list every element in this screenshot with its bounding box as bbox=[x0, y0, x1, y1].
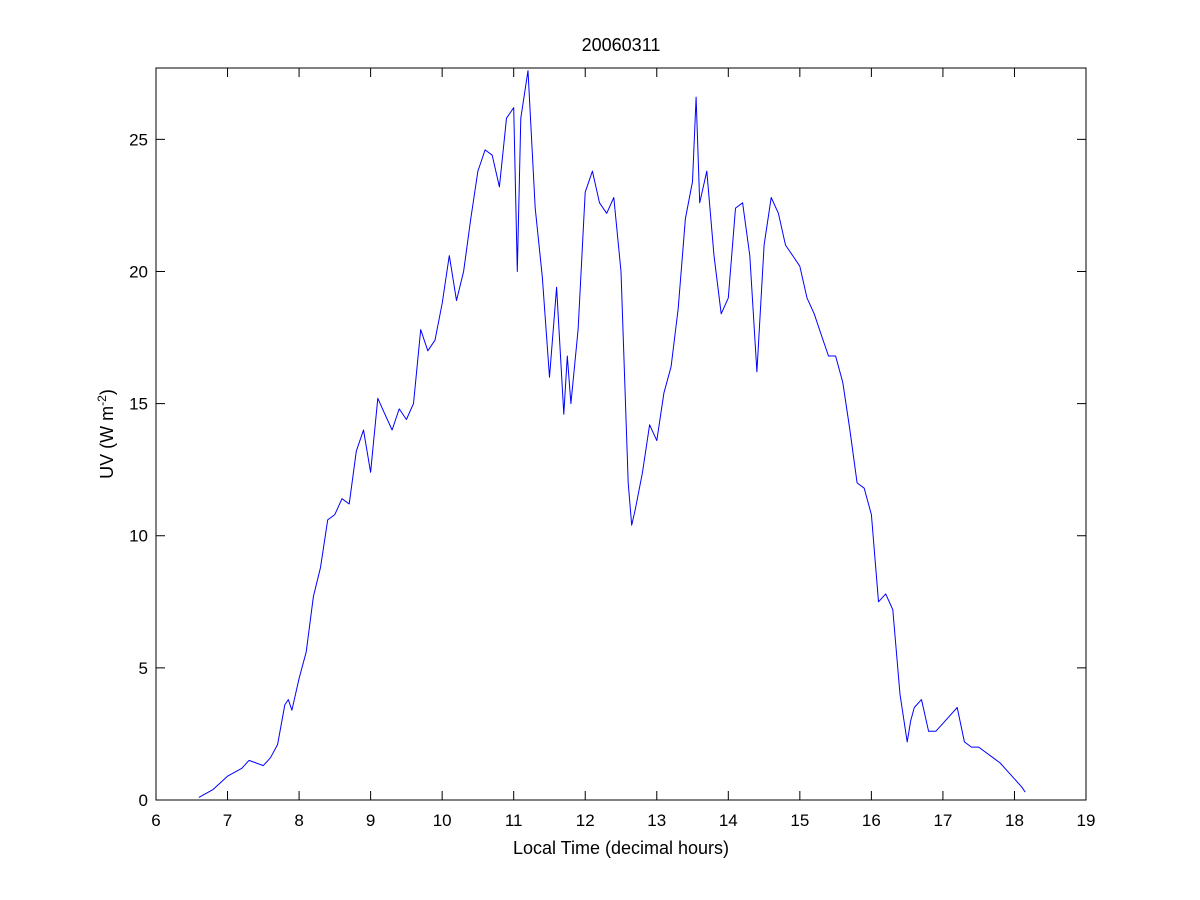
y-axis-label-prefix: UV (W m bbox=[97, 406, 117, 479]
chart-title: 20060311 bbox=[582, 35, 661, 55]
y-axis-label-superscript: -2 bbox=[95, 395, 109, 406]
x-tick-label: 17 bbox=[933, 811, 952, 830]
x-tick-label: 9 bbox=[366, 811, 375, 830]
x-tick-label: 15 bbox=[790, 811, 809, 830]
x-tick-label: 14 bbox=[719, 811, 738, 830]
y-tick-label: 5 bbox=[139, 659, 148, 678]
x-tick-label: 18 bbox=[1005, 811, 1024, 830]
x-tick-label: 11 bbox=[505, 811, 523, 830]
y-tick-label: 15 bbox=[129, 395, 148, 414]
x-tick-label: 8 bbox=[294, 811, 303, 830]
x-tick-label: 13 bbox=[647, 811, 666, 830]
y-axis-label: UV (W m-2) bbox=[95, 389, 117, 479]
x-tick-label: 10 bbox=[433, 811, 452, 830]
y-tick-label: 10 bbox=[129, 527, 148, 546]
x-tick-label: 12 bbox=[576, 811, 595, 830]
x-tick-label: 7 bbox=[223, 811, 232, 830]
x-axis-label: Local Time (decimal hours) bbox=[513, 838, 729, 858]
y-tick-label: 0 bbox=[139, 791, 148, 810]
x-tick-label: 19 bbox=[1077, 811, 1096, 830]
y-axis-label-suffix: ) bbox=[97, 389, 117, 395]
x-tick-label: 6 bbox=[151, 811, 160, 830]
axis-ticks: 6 7 8 9 10 11 12 13 14 15 16 17 18 19 0 5 10 15 20 25 bbox=[129, 68, 1095, 830]
y-tick-label: 20 bbox=[129, 262, 148, 281]
x-tick-label: 16 bbox=[862, 811, 881, 830]
uv-series-line bbox=[198, 70, 1026, 798]
plot-content bbox=[198, 70, 1026, 798]
y-tick-label: 25 bbox=[129, 130, 148, 149]
plot-frame bbox=[155, 67, 1087, 801]
